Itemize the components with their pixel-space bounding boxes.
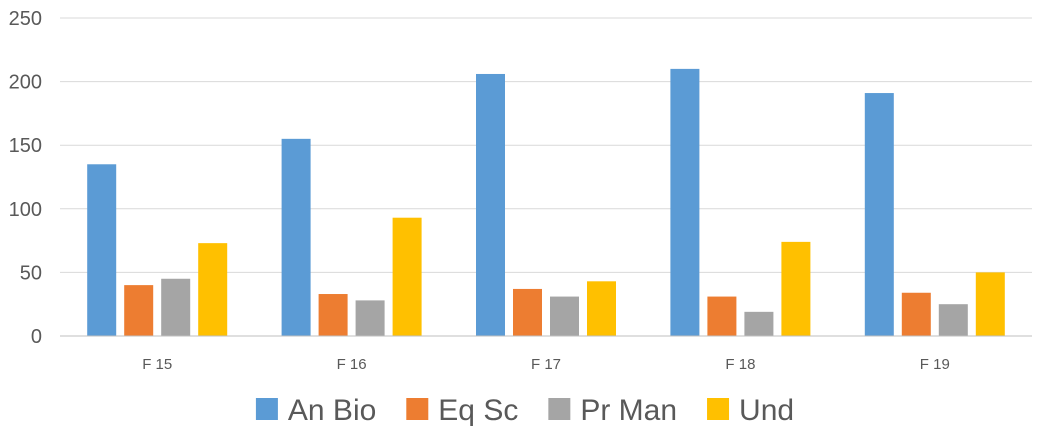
y-tick-label: 100 [9, 199, 42, 221]
legend-swatch [406, 398, 429, 420]
bar-eq-sc-f-19 [901, 292, 931, 336]
bar-und-f-17 [587, 281, 616, 336]
bar-eq-sc-f-16 [318, 294, 348, 336]
legend-label: Pr Man [580, 394, 677, 427]
bar-pr-man-f-17 [550, 296, 579, 336]
y-tick-label: 200 [9, 72, 42, 94]
bar-an-bio-f-18 [670, 68, 700, 336]
legend-item: Pr Man [548, 394, 677, 427]
legend-label: An Bio [288, 394, 376, 427]
x-axis-ticks: F 15 F 16 F 17 F 18 F 19 [142, 356, 950, 373]
bar-und-f-19 [975, 272, 1005, 336]
bar-an-bio-f-19 [864, 93, 894, 336]
bar-pr-man-f-18 [744, 311, 774, 336]
x-tick-label: F 19 [920, 356, 950, 373]
y-tick-label: 250 [9, 8, 42, 30]
y-tick-label: 150 [9, 135, 42, 157]
bar-eq-sc-f-18 [707, 296, 737, 336]
x-tick-label: F 17 [531, 356, 561, 373]
bar-an-bio-f-17 [476, 73, 505, 336]
bar-pr-man-f-16 [355, 300, 385, 336]
legend: An Bio Eq Sc Pr Man Und [255, 394, 794, 427]
y-axis-ticks: 0 50 100 150 200 250 [9, 8, 42, 348]
x-tick-label: F 16 [337, 356, 367, 373]
legend-swatch [548, 398, 571, 420]
bar-an-bio-f-16 [281, 138, 311, 336]
bar-und-f-15 [198, 243, 228, 336]
bar-und-f-16 [392, 217, 422, 336]
legend-swatch [707, 398, 730, 420]
bar-eq-sc-f-17 [513, 288, 542, 336]
bar-an-bio-f-15 [87, 164, 117, 336]
x-tick-label: F 15 [142, 356, 172, 373]
legend-swatch [255, 398, 278, 420]
bar-und-f-18 [781, 241, 811, 336]
bar-pr-man-f-15 [161, 278, 191, 336]
y-tick-label: 50 [20, 262, 42, 284]
legend-item: Und [707, 394, 794, 427]
bars [87, 68, 1005, 336]
legend-label: Und [739, 394, 794, 427]
bar-pr-man-f-19 [938, 304, 968, 336]
bar-eq-sc-f-15 [124, 285, 154, 336]
legend-label: Eq Sc [438, 394, 518, 427]
legend-item: An Bio [255, 394, 376, 427]
x-tick-label: F 18 [725, 356, 755, 373]
y-tick-label: 0 [31, 326, 42, 348]
legend-item: Eq Sc [406, 394, 518, 427]
